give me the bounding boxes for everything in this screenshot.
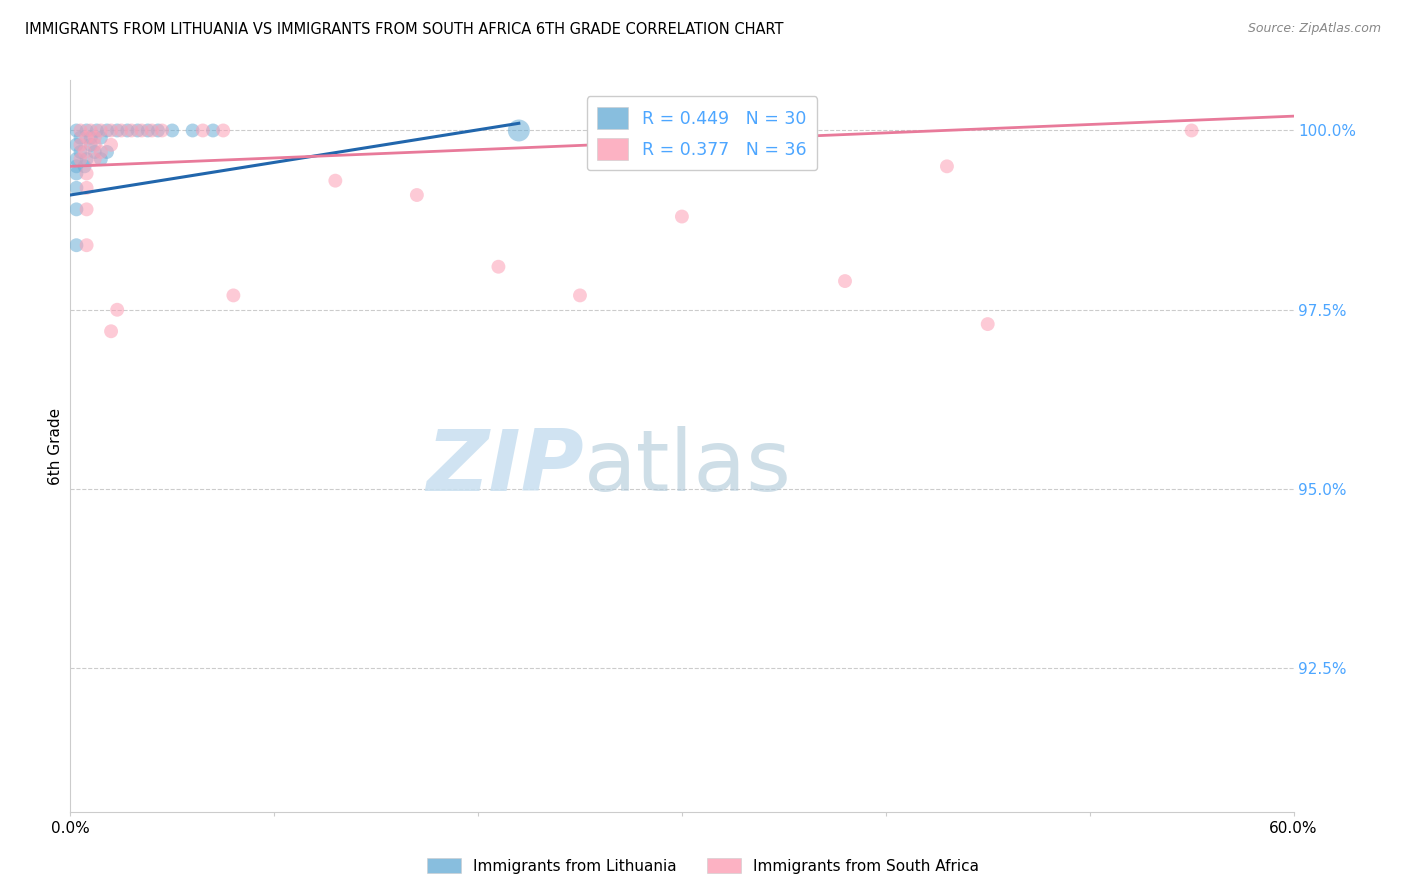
Point bbox=[181, 123, 204, 137]
Point bbox=[568, 288, 592, 302]
Point bbox=[100, 123, 122, 137]
Point bbox=[65, 202, 87, 217]
Point bbox=[141, 123, 163, 137]
Point bbox=[100, 324, 122, 338]
Point bbox=[834, 274, 856, 288]
Point bbox=[65, 181, 87, 195]
Point bbox=[83, 145, 105, 159]
Point bbox=[936, 159, 959, 173]
Point bbox=[83, 137, 105, 152]
Point bbox=[83, 152, 105, 166]
Point bbox=[76, 123, 98, 137]
Point bbox=[488, 260, 510, 274]
Point bbox=[191, 123, 214, 137]
Legend: Immigrants from Lithuania, Immigrants from South Africa: Immigrants from Lithuania, Immigrants fr… bbox=[420, 852, 986, 880]
Point bbox=[73, 145, 96, 159]
Point bbox=[69, 145, 91, 159]
Point bbox=[508, 123, 530, 137]
Point bbox=[406, 188, 429, 202]
Text: ZIP: ZIP bbox=[426, 426, 583, 509]
Point bbox=[1181, 123, 1204, 137]
Point bbox=[83, 130, 105, 145]
Point bbox=[323, 174, 347, 188]
Legend: R = 0.449   N = 30, R = 0.377   N = 36: R = 0.449 N = 30, R = 0.377 N = 36 bbox=[586, 96, 817, 170]
Point bbox=[86, 123, 108, 137]
Point bbox=[222, 288, 245, 302]
Point bbox=[69, 137, 91, 152]
Point bbox=[131, 123, 153, 137]
Point bbox=[671, 210, 693, 224]
Point bbox=[65, 137, 87, 152]
Point bbox=[69, 123, 91, 137]
Point bbox=[146, 123, 169, 137]
Point bbox=[127, 123, 149, 137]
Point bbox=[90, 152, 112, 166]
Point bbox=[65, 159, 87, 173]
Point bbox=[150, 123, 173, 137]
Point bbox=[976, 317, 998, 331]
Point bbox=[76, 167, 98, 181]
Text: Source: ZipAtlas.com: Source: ZipAtlas.com bbox=[1247, 22, 1381, 36]
Point bbox=[76, 152, 98, 166]
Point bbox=[65, 152, 87, 166]
Point bbox=[96, 145, 118, 159]
Point bbox=[117, 123, 139, 137]
Point bbox=[76, 181, 98, 195]
Point bbox=[100, 137, 122, 152]
Point bbox=[90, 145, 112, 159]
Point bbox=[69, 130, 91, 145]
Point bbox=[65, 167, 87, 181]
Point bbox=[76, 202, 98, 217]
Point bbox=[136, 123, 159, 137]
Text: atlas: atlas bbox=[583, 426, 792, 509]
Point bbox=[79, 123, 103, 137]
Point bbox=[76, 238, 98, 252]
Point bbox=[96, 123, 118, 137]
Point bbox=[105, 123, 128, 137]
Point bbox=[90, 130, 112, 145]
Point bbox=[65, 123, 87, 137]
Point bbox=[162, 123, 183, 137]
Point bbox=[121, 123, 143, 137]
Point bbox=[76, 130, 98, 145]
Point bbox=[110, 123, 132, 137]
Point bbox=[73, 159, 96, 173]
Point bbox=[65, 238, 87, 252]
Point bbox=[202, 123, 225, 137]
Point bbox=[212, 123, 235, 137]
Point bbox=[79, 137, 103, 152]
Point bbox=[79, 130, 103, 145]
Point bbox=[90, 123, 112, 137]
Point bbox=[69, 152, 91, 166]
Point bbox=[105, 302, 128, 317]
Y-axis label: 6th Grade: 6th Grade bbox=[48, 408, 63, 484]
Text: IMMIGRANTS FROM LITHUANIA VS IMMIGRANTS FROM SOUTH AFRICA 6TH GRADE CORRELATION : IMMIGRANTS FROM LITHUANIA VS IMMIGRANTS … bbox=[25, 22, 783, 37]
